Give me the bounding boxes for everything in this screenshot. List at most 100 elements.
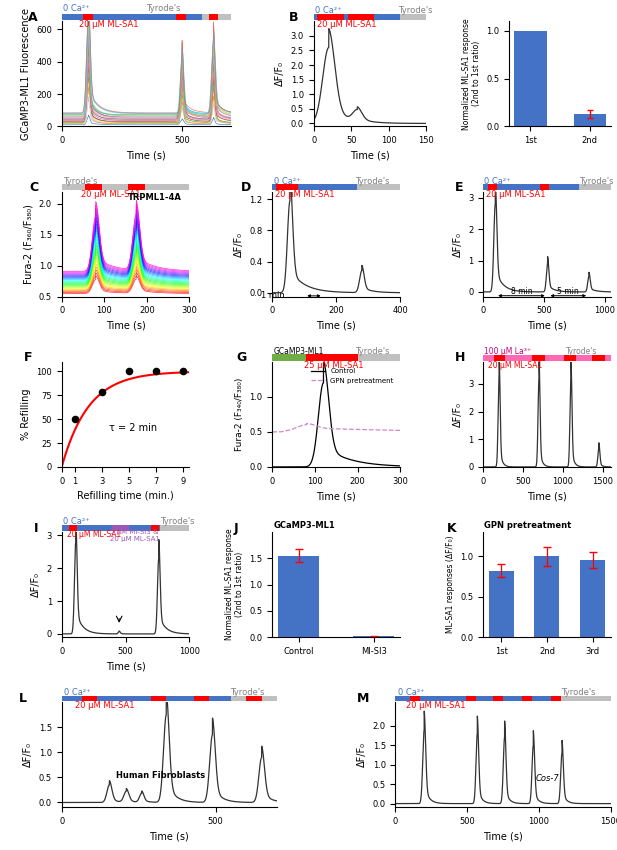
Text: Tyrode's: Tyrode's bbox=[63, 177, 97, 185]
Bar bbox=[313, 14, 400, 20]
Text: 20 μM ML-SA1: 20 μM ML-SA1 bbox=[67, 530, 121, 539]
Bar bbox=[81, 695, 97, 701]
Bar bbox=[151, 525, 159, 531]
Text: Tyrode's: Tyrode's bbox=[355, 177, 390, 185]
Bar bbox=[85, 184, 102, 190]
Text: G: G bbox=[237, 351, 247, 365]
Text: Cos-7: Cos-7 bbox=[536, 774, 559, 783]
Y-axis label: ΔF/F₀: ΔF/F₀ bbox=[31, 572, 41, 598]
Text: τ = 2 min: τ = 2 min bbox=[109, 422, 157, 433]
Bar bbox=[466, 695, 476, 701]
X-axis label: Time (s): Time (s) bbox=[317, 491, 356, 501]
Text: K: K bbox=[447, 522, 457, 535]
GPN pretreatment bbox=[396, 425, 404, 435]
Text: 20 μM ML-SA1: 20 μM ML-SA1 bbox=[78, 20, 138, 29]
Point bbox=[151, 365, 161, 378]
Bar bbox=[276, 184, 298, 190]
Text: Tyrode's: Tyrode's bbox=[230, 688, 264, 696]
Bar bbox=[278, 556, 320, 638]
X-axis label: Time (s): Time (s) bbox=[527, 321, 567, 331]
Bar bbox=[347, 14, 374, 20]
Control bbox=[320, 357, 327, 367]
Text: 20 μM ML-SA1: 20 μM ML-SA1 bbox=[486, 190, 545, 200]
Control bbox=[284, 462, 291, 472]
Bar bbox=[580, 560, 605, 638]
Bar bbox=[483, 184, 579, 190]
Bar bbox=[62, 14, 231, 20]
Control bbox=[341, 453, 349, 463]
Bar bbox=[483, 355, 611, 360]
Bar bbox=[313, 14, 426, 20]
Bar bbox=[62, 525, 160, 531]
Text: F: F bbox=[23, 351, 32, 365]
Bar bbox=[483, 184, 611, 190]
Bar bbox=[273, 354, 400, 360]
Bar bbox=[273, 354, 357, 360]
Text: TRPML1-4A: TRPML1-4A bbox=[128, 193, 182, 202]
Text: 0 Ca²⁺: 0 Ca²⁺ bbox=[64, 4, 90, 14]
GPN pretreatment bbox=[279, 427, 286, 437]
GPN pretreatment bbox=[326, 423, 333, 434]
Y-axis label: ΔF/F₀: ΔF/F₀ bbox=[452, 402, 463, 427]
Y-axis label: GCaMP3-ML1 Fluorescence: GCaMP3-ML1 Fluorescence bbox=[20, 8, 31, 139]
Text: Tyrode's: Tyrode's bbox=[579, 177, 613, 185]
Bar bbox=[532, 355, 545, 360]
Text: GCaMP3-ML1: GCaMP3-ML1 bbox=[274, 347, 324, 356]
Text: 20 μM ML-SA1: 20 μM ML-SA1 bbox=[488, 360, 542, 370]
Text: 25 μM ML-SA1: 25 μM ML-SA1 bbox=[304, 360, 364, 370]
Control bbox=[326, 401, 333, 411]
Bar bbox=[353, 636, 394, 638]
Text: M: M bbox=[357, 692, 369, 705]
X-axis label: Time (s): Time (s) bbox=[149, 832, 189, 842]
X-axis label: Time (s): Time (s) bbox=[350, 150, 390, 161]
Y-axis label: ML-SA1 responses (ΔF/F₀): ML-SA1 responses (ΔF/F₀) bbox=[445, 536, 455, 633]
Line: Control: Control bbox=[273, 362, 400, 467]
Control bbox=[396, 461, 404, 471]
Bar bbox=[564, 355, 576, 360]
Text: 5 min: 5 min bbox=[557, 286, 579, 296]
Text: I: I bbox=[33, 522, 38, 535]
Text: C: C bbox=[30, 181, 39, 194]
Text: 20 μM ML-SA1: 20 μM ML-SA1 bbox=[75, 701, 134, 711]
X-axis label: Refilling time (min.): Refilling time (min.) bbox=[77, 491, 174, 501]
GPN pretreatment bbox=[303, 418, 310, 428]
Text: 20 μM ML-SA1: 20 μM ML-SA1 bbox=[317, 20, 376, 29]
Text: B: B bbox=[289, 11, 299, 24]
GPN pretreatment bbox=[328, 423, 335, 434]
Y-axis label: Fura-2 (F₃₆₀/F₃₈₀): Fura-2 (F₃₆₀/F₃₈₀) bbox=[23, 204, 33, 284]
Y-axis label: ΔF/F₀: ΔF/F₀ bbox=[23, 742, 33, 768]
X-axis label: Time (s): Time (s) bbox=[317, 321, 356, 331]
Bar bbox=[68, 525, 77, 531]
Bar bbox=[493, 695, 503, 701]
Bar bbox=[489, 571, 514, 638]
Text: Tyrode's: Tyrode's bbox=[398, 6, 433, 15]
X-axis label: Time (s): Time (s) bbox=[106, 661, 146, 672]
Text: H: H bbox=[455, 351, 465, 365]
Y-axis label: ΔF/F₀: ΔF/F₀ bbox=[357, 742, 367, 768]
Bar bbox=[246, 695, 262, 701]
X-axis label: Time (s): Time (s) bbox=[106, 321, 146, 331]
Y-axis label: ΔF/F₀: ΔF/F₀ bbox=[234, 231, 244, 257]
Control bbox=[279, 462, 286, 472]
Bar bbox=[151, 695, 167, 701]
Text: 0 Ca²⁺: 0 Ca²⁺ bbox=[397, 688, 424, 696]
Text: D: D bbox=[241, 181, 251, 194]
Text: 20 μM ML-SA1: 20 μM ML-SA1 bbox=[81, 190, 140, 200]
Text: Tyrode's: Tyrode's bbox=[146, 4, 181, 14]
Text: 0 Ca²⁺: 0 Ca²⁺ bbox=[274, 177, 300, 185]
Text: Human Fibroblasts: Human Fibroblasts bbox=[115, 771, 205, 780]
Point bbox=[178, 365, 188, 378]
Y-axis label: Fura-2 (F₃₄₀/F₃₈₀): Fura-2 (F₃₄₀/F₃₈₀) bbox=[235, 377, 244, 451]
Bar bbox=[488, 184, 497, 190]
Text: Tyrode's: Tyrode's bbox=[561, 688, 596, 696]
Bar bbox=[574, 114, 607, 127]
Point bbox=[124, 365, 134, 378]
Point bbox=[70, 412, 80, 426]
Text: 100 μM La³⁺: 100 μM La³⁺ bbox=[484, 347, 531, 356]
Bar bbox=[62, 695, 277, 701]
Text: 0 Ca²⁺: 0 Ca²⁺ bbox=[63, 517, 89, 525]
Text: GPN pretreatment: GPN pretreatment bbox=[484, 521, 572, 530]
Bar bbox=[318, 14, 344, 20]
Y-axis label: ΔF/F₀: ΔF/F₀ bbox=[452, 231, 463, 257]
Bar bbox=[273, 184, 400, 190]
